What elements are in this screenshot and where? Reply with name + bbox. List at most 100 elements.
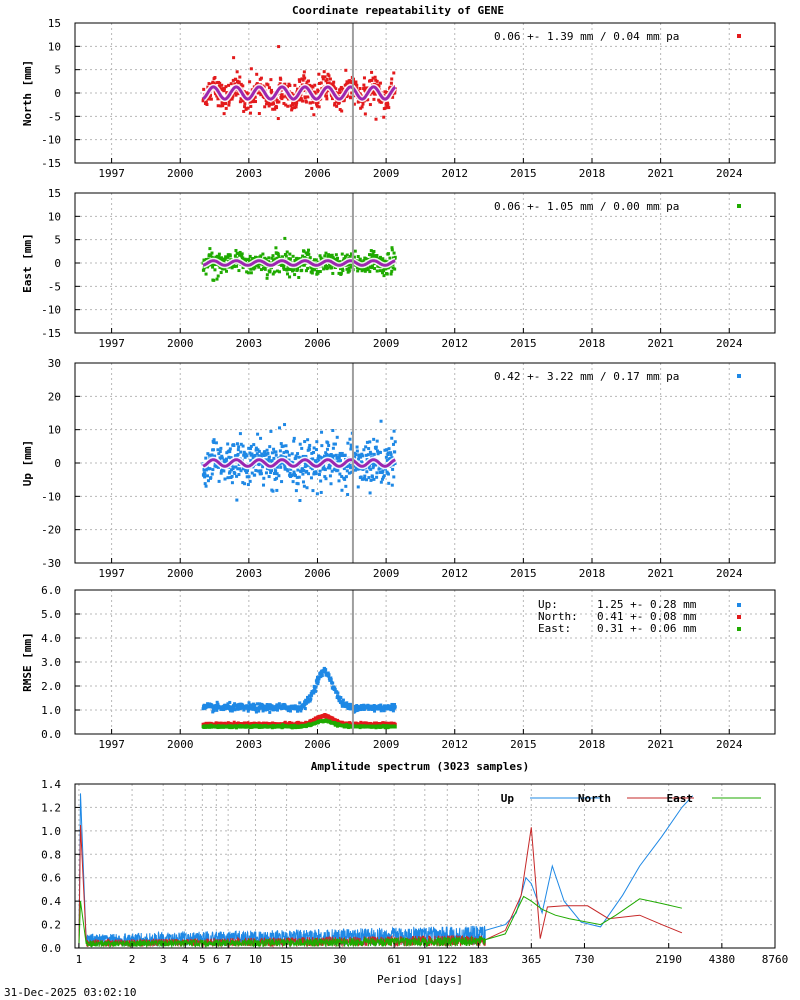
north-data-point bbox=[282, 101, 286, 105]
east-data-point bbox=[213, 263, 217, 267]
up-data-point bbox=[226, 476, 230, 480]
east-data-point bbox=[347, 269, 351, 273]
spectrum-y-tick-label: 0.8 bbox=[41, 848, 61, 861]
north-data-point bbox=[292, 93, 296, 97]
east-data-point bbox=[271, 272, 275, 276]
up-data-point bbox=[326, 441, 330, 445]
east-data-point bbox=[341, 269, 345, 273]
east-data-point bbox=[385, 272, 389, 276]
east-data-point bbox=[221, 267, 225, 271]
east-data-point bbox=[330, 266, 334, 270]
rmse-up-point bbox=[223, 703, 227, 707]
up-data-point bbox=[217, 479, 221, 483]
north-data-point bbox=[267, 86, 271, 90]
east-data-point bbox=[368, 270, 372, 274]
up-data-point bbox=[269, 469, 273, 473]
east-data-point bbox=[312, 258, 316, 262]
east-data-point bbox=[357, 267, 361, 271]
east-data-point bbox=[334, 253, 338, 257]
north-data-point bbox=[372, 89, 376, 93]
north-data-point bbox=[222, 87, 226, 91]
up-data-point bbox=[248, 479, 252, 483]
east-data-point bbox=[345, 253, 349, 257]
east-data-point bbox=[339, 271, 343, 275]
up-data-point bbox=[288, 471, 292, 475]
up-data-point bbox=[301, 480, 305, 484]
east-data-point bbox=[233, 254, 237, 258]
east-data-point bbox=[382, 274, 386, 278]
north-data-point bbox=[288, 84, 292, 88]
up-data-point bbox=[292, 436, 296, 440]
rmse-up-point bbox=[249, 703, 253, 707]
east-data-point bbox=[259, 268, 263, 272]
rmse-up-point bbox=[293, 704, 297, 708]
east-data-point bbox=[300, 268, 304, 272]
rmse-up-point bbox=[329, 678, 333, 682]
east-data-point bbox=[274, 246, 278, 250]
up-data-point bbox=[310, 451, 314, 455]
north-data-point bbox=[368, 103, 372, 107]
up-data-point bbox=[332, 468, 336, 472]
up-data-point bbox=[236, 467, 240, 471]
rmse-up-point bbox=[253, 703, 257, 707]
spectrum-x-tick-label: 8760 bbox=[762, 953, 789, 966]
north-data-point bbox=[356, 100, 360, 104]
east-data-point bbox=[245, 258, 249, 262]
up-data-point bbox=[379, 480, 383, 484]
east-data-point bbox=[235, 264, 239, 268]
rmse-legend-marker bbox=[737, 615, 741, 619]
north-x-tick-label: 2021 bbox=[647, 167, 674, 180]
up-data-point bbox=[275, 472, 279, 476]
north-data-point bbox=[327, 81, 331, 85]
up-data-point bbox=[328, 466, 332, 470]
up-data-point bbox=[256, 448, 260, 452]
up-data-point bbox=[384, 455, 388, 459]
east-data-point bbox=[358, 257, 362, 261]
east-data-point bbox=[309, 265, 313, 269]
up-data-point bbox=[334, 453, 338, 457]
east-data-point bbox=[380, 259, 384, 263]
spectrum-y-tick-label: 1.0 bbox=[41, 825, 61, 838]
east-data-point bbox=[224, 255, 228, 259]
up-data-point bbox=[290, 452, 294, 456]
east-data-point bbox=[390, 269, 394, 273]
up-data-point bbox=[219, 446, 223, 450]
rmse-up-point bbox=[391, 709, 395, 713]
up-data-point bbox=[312, 450, 316, 454]
north-data-point bbox=[327, 74, 331, 78]
up-data-point bbox=[257, 454, 261, 458]
north-data-point bbox=[284, 103, 288, 107]
up-data-point bbox=[228, 470, 232, 474]
east-data-point bbox=[219, 256, 223, 260]
up-data-point bbox=[375, 449, 379, 453]
up-data-point bbox=[388, 457, 392, 461]
rmse-x-tick-label: 2021 bbox=[647, 738, 674, 751]
up-data-point bbox=[283, 465, 287, 469]
east-data-point bbox=[217, 255, 221, 259]
east-data-point bbox=[302, 249, 306, 253]
north-data-point bbox=[242, 109, 246, 113]
north-data-point bbox=[278, 82, 282, 86]
up-data-point bbox=[204, 484, 208, 488]
up-data-point bbox=[223, 477, 227, 481]
north-data-point bbox=[377, 84, 381, 88]
north-data-point bbox=[244, 107, 248, 111]
east-data-point bbox=[353, 249, 357, 253]
north-data-point bbox=[206, 97, 210, 101]
east-data-point bbox=[338, 260, 342, 264]
north-data-point bbox=[339, 87, 343, 91]
up-data-point bbox=[259, 436, 263, 440]
spectrum-x-tick-label: 10 bbox=[249, 953, 262, 966]
up-data-point bbox=[232, 443, 236, 447]
east-data-point bbox=[328, 264, 332, 268]
east-data-point bbox=[307, 248, 311, 252]
up-data-point bbox=[354, 453, 358, 457]
rmse-up-point bbox=[313, 688, 317, 692]
east-data-point bbox=[291, 254, 295, 258]
up-data-point bbox=[325, 453, 329, 457]
rmse-panel: Up: 1.25 +- 0.28 mm North: 0.41 +- 0.08 mm E… bbox=[21, 584, 776, 751]
up-data-point bbox=[212, 441, 216, 445]
east-data-point bbox=[268, 269, 272, 273]
north-data-point bbox=[307, 79, 311, 83]
up-data-point bbox=[228, 450, 232, 454]
